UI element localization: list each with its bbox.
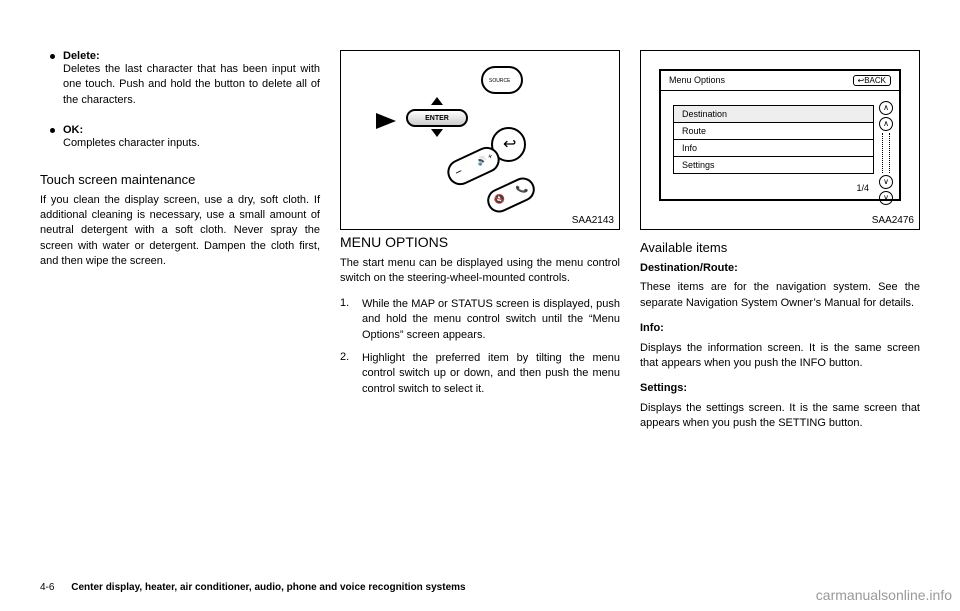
screen-frame: Menu Options ↩BACK Destination Route Inf… (659, 69, 901, 201)
scroll-up2-icon: ∧ (879, 117, 893, 131)
screen-scrollbar: ∧ ∧ ∨ ∨ (879, 101, 893, 177)
step-1-text: While the MAP or STATUS screen is displa… (362, 297, 620, 343)
info-label: Info: (640, 321, 920, 336)
delete-text: Deletes the last character that has been… (63, 62, 320, 108)
column-2: ENTER SAA2143 MENU OPTIONS The start men… (340, 50, 620, 442)
figure-2-label: SAA2476 (872, 215, 914, 226)
scroll-dn2-icon: ∨ (879, 191, 893, 205)
step-1-number: 1. (340, 297, 354, 343)
screen-list: Destination Route Info Settings (673, 105, 874, 174)
pointer-arrow-icon (376, 113, 396, 129)
menu-intro-text: The start menu can be displayed using th… (340, 256, 620, 287)
step-2-text: Highlight the preferred item by tilting … (362, 351, 620, 397)
column-3: Menu Options ↩BACK Destination Route Inf… (640, 50, 920, 442)
figure-1-label: SAA2143 (572, 215, 614, 226)
screen-titlebar: Menu Options ↩BACK (661, 71, 899, 91)
maintenance-heading: Touch screen maintenance (40, 172, 320, 187)
ok-label: OK: (63, 124, 320, 136)
volume-button-icon (443, 143, 504, 190)
bullet-icon (50, 54, 55, 59)
delete-label: Delete: (63, 50, 320, 62)
page-footer: 4-6 Center display, heater, air conditio… (40, 582, 466, 593)
step-2-number: 2. (340, 351, 354, 397)
screen-item-settings: Settings (673, 156, 874, 174)
available-items-heading: Available items (640, 240, 920, 255)
destination-label: Destination/Route: (640, 261, 920, 276)
figure-menu-screen: Menu Options ↩BACK Destination Route Inf… (640, 50, 920, 230)
destination-text: These items are for the navigation syste… (640, 280, 920, 311)
bullet-delete: Delete: Deletes the last character that … (40, 50, 320, 118)
step-1: 1. While the MAP or STATUS screen is dis… (340, 297, 620, 343)
bullet-ok: OK: Completes character inputs. (40, 124, 320, 161)
column-1: Delete: Deletes the last character that … (40, 50, 320, 442)
settings-label: Settings: (640, 381, 920, 396)
screen-back-button: ↩BACK (853, 75, 892, 86)
page-content: Delete: Deletes the last character that … (0, 0, 960, 472)
up-triangle-icon (431, 97, 443, 105)
screen-page-indicator: 1/4 (856, 183, 869, 193)
info-text: Displays the information screen. It is t… (640, 341, 920, 372)
page-number: 4-6 (40, 582, 54, 593)
source-button-icon (481, 66, 523, 94)
scroll-up-icon: ∧ (879, 101, 893, 115)
down-triangle-icon (431, 129, 443, 137)
menu-options-heading: MENU OPTIONS (340, 234, 620, 250)
maintenance-text: If you clean the display screen, use a d… (40, 193, 320, 270)
bullet-icon (50, 128, 55, 133)
ok-text: Completes character inputs. (63, 136, 320, 151)
step-2: 2. Highlight the preferred item by tilti… (340, 351, 620, 397)
screen-body: Destination Route Info Settings ∧ ∧ ∨ ∨ … (661, 91, 899, 197)
enter-button-icon: ENTER (406, 109, 468, 127)
figure-steering-controls: ENTER SAA2143 (340, 50, 620, 230)
phone-button-icon (483, 174, 538, 217)
scroll-track (882, 133, 890, 173)
screen-item-route: Route (673, 122, 874, 139)
screen-title-text: Menu Options (669, 75, 725, 86)
settings-text: Displays the settings screen. It is the … (640, 401, 920, 432)
screen-item-info: Info (673, 139, 874, 156)
watermark-text: carmanualsonline.info (816, 587, 952, 603)
screen-item-destination: Destination (673, 105, 874, 122)
section-title: Center display, heater, air conditioner,… (71, 582, 465, 593)
scroll-dn-icon: ∨ (879, 175, 893, 189)
